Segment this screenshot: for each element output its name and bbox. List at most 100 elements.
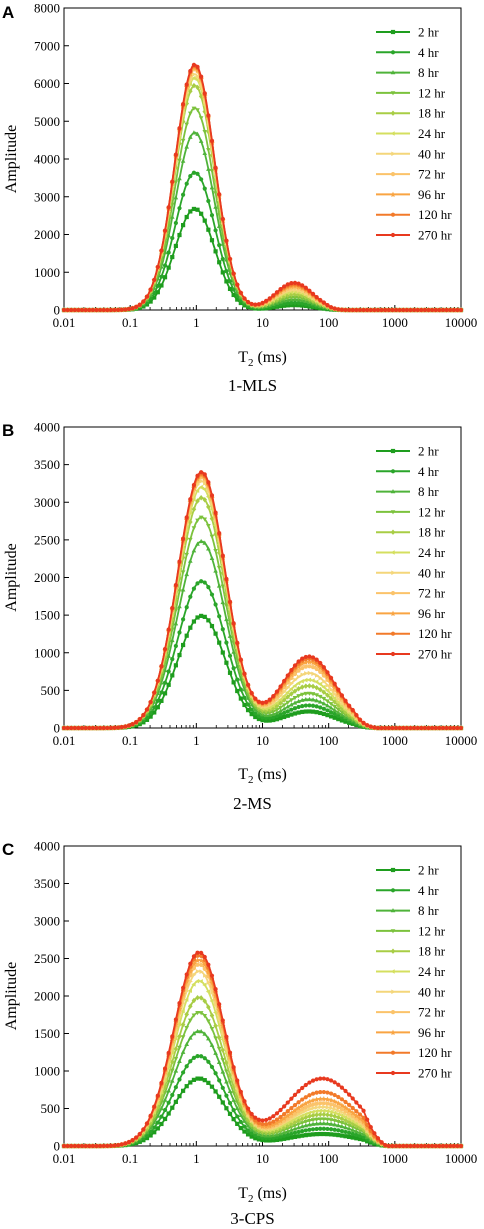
data-point bbox=[379, 1140, 384, 1145]
data-point bbox=[217, 192, 222, 197]
data-point bbox=[126, 723, 132, 728]
data-point bbox=[274, 1137, 280, 1143]
data-point bbox=[213, 165, 218, 170]
data-point bbox=[220, 270, 225, 275]
data-point bbox=[87, 1143, 92, 1149]
data-point bbox=[321, 1108, 326, 1114]
legend-label: 96 hr bbox=[418, 187, 446, 202]
data-point bbox=[296, 698, 301, 704]
data-point bbox=[342, 1104, 349, 1111]
data-point bbox=[188, 68, 193, 74]
data-point bbox=[314, 1108, 319, 1114]
data-point bbox=[224, 640, 229, 645]
data-point bbox=[184, 972, 189, 977]
y-tick-label: 2000 bbox=[34, 227, 60, 242]
data-point bbox=[170, 254, 175, 260]
data-point bbox=[198, 495, 204, 501]
data-point bbox=[242, 1118, 247, 1123]
data-point bbox=[155, 678, 160, 683]
data-point bbox=[263, 1129, 269, 1135]
data-point bbox=[192, 972, 197, 978]
data-point bbox=[195, 541, 200, 546]
data-point bbox=[260, 700, 265, 705]
data-point bbox=[339, 706, 345, 712]
data-point bbox=[404, 1143, 409, 1149]
y-tick-label: 1000 bbox=[34, 265, 60, 280]
data-point bbox=[152, 705, 157, 710]
data-point bbox=[159, 274, 164, 279]
data-point bbox=[292, 1107, 298, 1113]
data-point bbox=[202, 954, 207, 960]
data-point bbox=[267, 707, 273, 713]
data-point bbox=[166, 1111, 171, 1116]
data-point bbox=[199, 969, 204, 974]
data-point bbox=[217, 614, 222, 619]
data-point bbox=[310, 1078, 316, 1083]
data-point bbox=[282, 714, 287, 720]
data-point bbox=[264, 718, 269, 723]
data-point bbox=[224, 1069, 229, 1074]
data-point bbox=[285, 303, 290, 308]
data-point bbox=[242, 1124, 247, 1129]
data-point bbox=[144, 1135, 150, 1141]
data-point bbox=[123, 724, 128, 729]
data-point bbox=[310, 703, 316, 708]
data-point bbox=[357, 1112, 363, 1117]
data-point bbox=[231, 680, 236, 685]
data-point bbox=[285, 673, 290, 678]
data-point bbox=[187, 988, 192, 993]
data-point bbox=[299, 296, 305, 301]
data-point bbox=[347, 1111, 352, 1116]
data-point bbox=[292, 706, 298, 711]
data-point bbox=[166, 265, 171, 270]
data-point bbox=[346, 1116, 351, 1122]
series-line bbox=[64, 73, 461, 311]
data-point bbox=[321, 673, 326, 678]
data-point bbox=[224, 279, 229, 284]
data-point bbox=[72, 307, 77, 313]
data-point bbox=[199, 177, 204, 182]
data-point bbox=[119, 725, 124, 730]
data-point bbox=[339, 718, 344, 723]
data-point bbox=[76, 725, 81, 731]
data-point bbox=[249, 702, 254, 707]
legend-marker bbox=[390, 91, 396, 96]
data-point bbox=[296, 1134, 301, 1139]
data-point bbox=[332, 1122, 337, 1127]
data-point bbox=[288, 671, 295, 678]
data-point bbox=[393, 307, 399, 313]
data-point bbox=[170, 1034, 175, 1039]
data-point bbox=[198, 484, 203, 490]
data-point bbox=[386, 307, 391, 313]
data-point bbox=[198, 979, 203, 984]
data-point bbox=[278, 697, 283, 703]
legend-label: 12 hr bbox=[418, 923, 446, 938]
data-point bbox=[238, 290, 243, 295]
data-point bbox=[260, 715, 265, 720]
data-point bbox=[299, 692, 305, 697]
data-point bbox=[90, 307, 95, 313]
data-point bbox=[278, 1114, 283, 1120]
data-point bbox=[300, 1107, 305, 1112]
data-point bbox=[235, 688, 240, 694]
data-point bbox=[199, 478, 204, 484]
data-point bbox=[274, 290, 280, 295]
legend-marker bbox=[390, 591, 396, 596]
data-point bbox=[321, 665, 326, 670]
data-point bbox=[383, 1143, 388, 1148]
data-point bbox=[372, 307, 377, 313]
data-point bbox=[267, 296, 272, 301]
data-point bbox=[234, 1105, 240, 1110]
data-point bbox=[328, 702, 334, 707]
data-point bbox=[274, 713, 280, 719]
data-point bbox=[130, 1138, 135, 1143]
data-point bbox=[206, 962, 211, 967]
data-point bbox=[249, 1111, 254, 1117]
data-point bbox=[242, 695, 247, 700]
series-8-hr bbox=[61, 130, 464, 312]
data-point bbox=[318, 675, 323, 681]
x-tick-label: 0.01 bbox=[53, 733, 76, 748]
data-point bbox=[202, 150, 208, 155]
data-point bbox=[292, 1102, 298, 1108]
y-tick-label: 4000 bbox=[34, 839, 60, 854]
